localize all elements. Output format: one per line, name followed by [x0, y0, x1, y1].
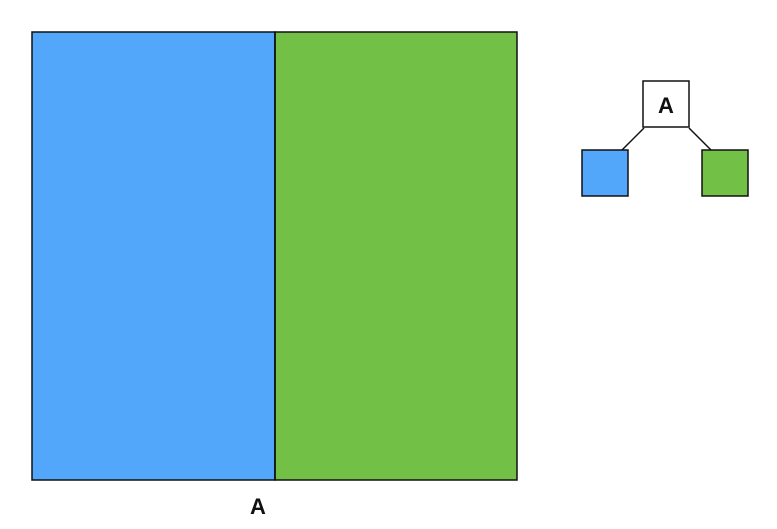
- left-region: [31, 31, 276, 481]
- tree-edge-left: [621, 127, 645, 151]
- split-view: A: [31, 31, 518, 519]
- tree-leaf-right: [701, 149, 749, 197]
- tree: A: [581, 80, 749, 197]
- tree-root-label: A: [658, 93, 674, 118]
- split-label: A: [250, 494, 266, 519]
- right-region: [274, 31, 518, 481]
- tree-root-node: [642, 80, 690, 128]
- tree-edge-right: [688, 127, 712, 151]
- tree-leaf-left: [581, 149, 629, 197]
